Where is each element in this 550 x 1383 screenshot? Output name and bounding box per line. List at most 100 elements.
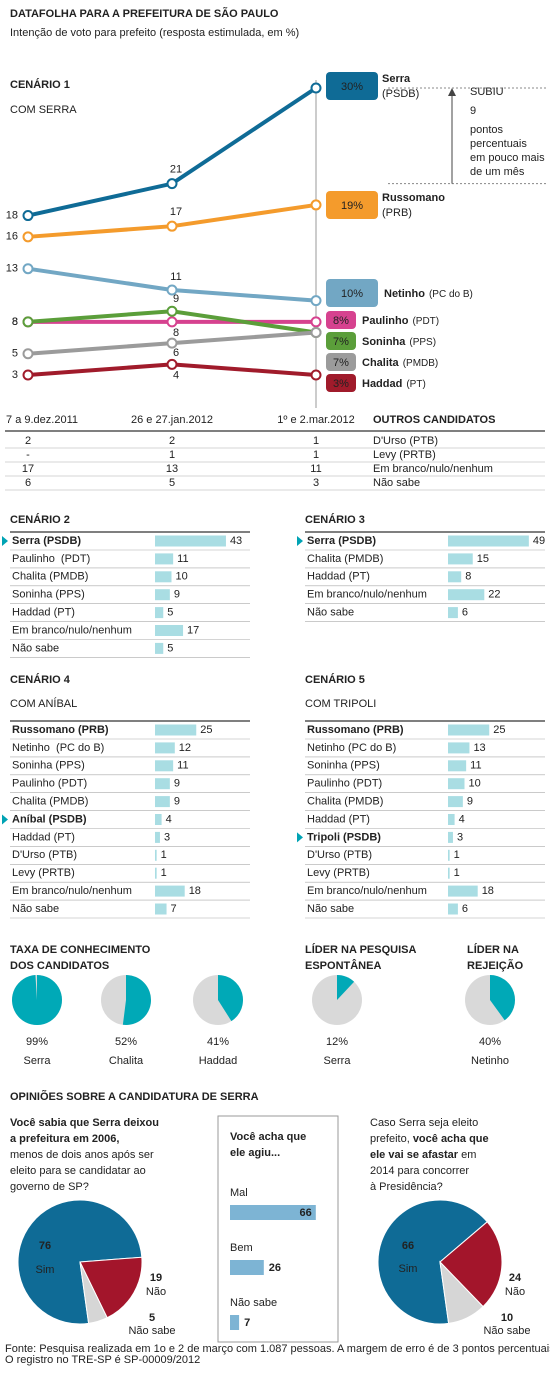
highlight-marker [2,536,8,546]
end-label: 30% [341,81,363,93]
value-label: 9 [174,796,180,808]
question-text: ele vai se afastar [370,1149,459,1161]
bar [155,625,184,636]
legend-name: Haddad [362,378,402,390]
pie-title: DOS CANDIDATOS [10,960,109,972]
value-label: 25 [493,724,505,736]
category-label: Netinho (PC do B) [307,742,396,754]
bar [448,553,473,565]
bar [155,589,170,601]
value-label: 3 [164,831,170,843]
point [22,210,34,222]
legend-entry: Haddad (PT) [362,378,426,390]
category-label: Levy (PRTB) [12,867,75,879]
category-label: Haddad (PT) [12,831,75,843]
end-label: 3% [333,378,349,390]
scenario-subtitle: COM ANÍBAL [10,697,77,710]
category-label: Netinho [471,1055,509,1067]
category-label: Netinho (PC do B) [12,742,104,754]
question-text: você acha que [413,1133,489,1145]
point [166,337,178,349]
bar [448,796,463,808]
category-label: Em branco/nulo/nenhum [307,589,427,601]
point [310,82,322,94]
value-box [326,353,356,371]
question-line: 2014 para concorrer [370,1165,469,1177]
bar [448,903,458,915]
category-label: Não sabe [12,903,59,915]
value-label: 18 [189,885,201,897]
value-label: 11 [177,553,188,565]
category-label: Soninha (PPS) [12,589,85,601]
pie-slice [79,1261,108,1324]
question-text: menos de dois anos após ser [10,1149,154,1161]
bar [155,724,197,736]
value-label: 7 [171,903,177,915]
category-label: Haddad (PT) [307,571,370,583]
question-line: ele vai se afastar em [370,1149,476,1161]
point [22,348,34,360]
category-label: Mal [230,1187,248,1199]
highlight-marker [297,536,303,546]
point [310,326,322,338]
table-row-label: Em branco/nulo/nenhum [373,463,493,475]
value-box [326,72,378,100]
value-box [326,311,356,329]
pie-slice [439,1221,503,1308]
table-cell: 5 [169,477,175,489]
value-label: 66 [300,1207,312,1219]
annotation-text: em pouco mais [470,152,545,164]
footer: O registro no TRE-SP é SP-00009/2012 [5,1354,200,1366]
value-box [326,374,356,392]
arrow-head [448,88,456,96]
value-box [326,191,378,219]
data-label: 8 [173,327,179,339]
pie-title: TAXA DE CONHECIMENTO [10,944,151,956]
bar [448,849,450,861]
bar [155,760,174,772]
table-cell: 11 [310,463,321,475]
category-label: Não sabe [128,1325,175,1337]
value-label: 41% [207,1036,229,1048]
value-label: 1 [161,849,167,861]
value-label: 1 [454,867,460,879]
legend-party: (PRB) [382,207,412,219]
value-label: 5 [167,642,173,654]
data-label: 6 [173,347,179,359]
category-label: Haddad (PT) [307,813,370,825]
end-label: 8% [333,315,349,327]
bar [230,1315,240,1330]
category-label: Levy (PRTB) [307,867,370,879]
bar [155,867,157,879]
bar [448,571,462,583]
category-label: Não sabe [12,642,59,654]
category-label: Sim [36,1264,55,1276]
value-label: 4 [166,813,172,825]
category-label: Não sabe [307,607,354,619]
value-label: 5 [149,1312,155,1324]
table-cell: 6 [25,477,31,489]
pie-slice [337,974,355,1000]
scenario-title: CENÁRIO 2 [10,513,70,526]
legend-name: Soninha [362,336,406,348]
legend-party: (PDT) [412,316,439,327]
value-label: 17 [187,624,199,636]
table-cell: 17 [22,463,34,475]
legend-entry: Paulinho (PDT) [362,315,439,327]
point [22,263,34,275]
pie-title: LÍDER NA PESQUISA [305,943,416,956]
question-text: em [458,1149,476,1161]
scenario-title: CENÁRIO 1 [10,78,70,91]
question-text: a prefeitura em 2006, [10,1133,119,1145]
bar [155,742,175,754]
question-text: Você sabia que Serra deixou [10,1117,159,1129]
category-label: Chalita (PMDB) [307,796,383,808]
point [166,305,178,317]
box [217,1115,339,1343]
value-label: 9 [174,778,180,790]
legend-entry: Soninha (PPS) [362,336,436,348]
value-label: 1 [454,849,460,861]
category-label: Chalita (PMDB) [12,796,88,808]
category-label: Russomano (PRB) [307,724,404,736]
table-cell: 2 [169,435,175,447]
